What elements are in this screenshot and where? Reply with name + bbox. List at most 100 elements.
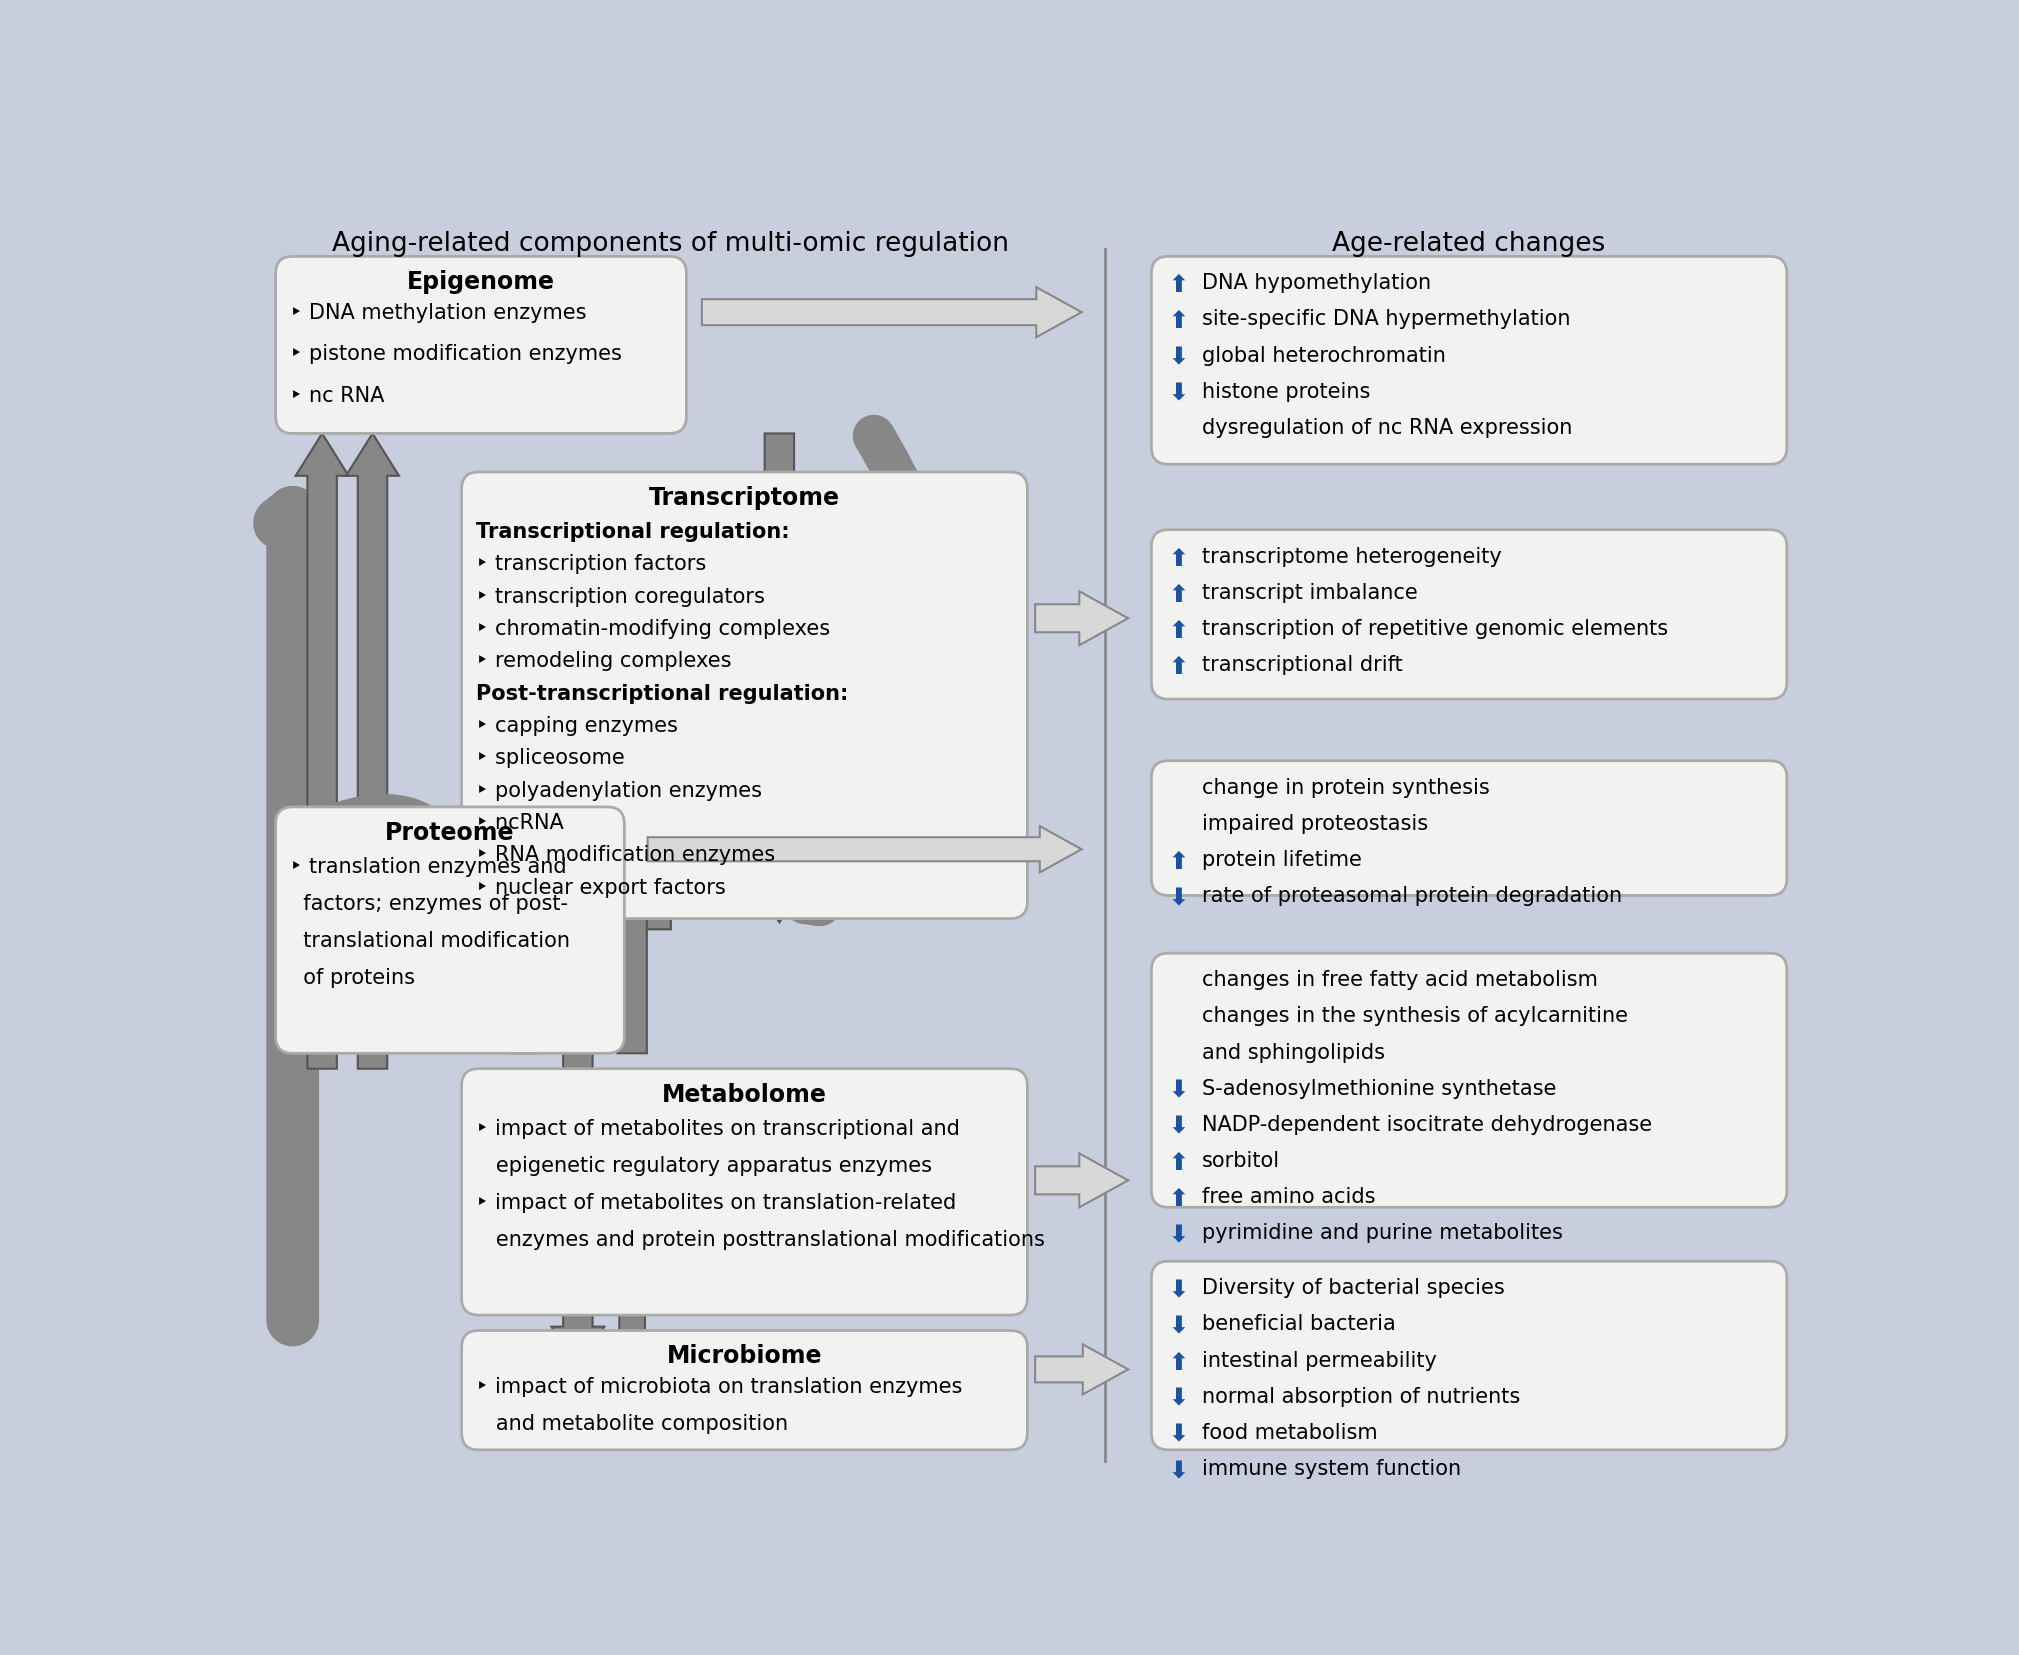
Text: Transcriptional regulation:: Transcriptional regulation:	[476, 521, 789, 541]
Text: Epigenome: Epigenome	[408, 270, 555, 295]
FancyBboxPatch shape	[277, 808, 624, 1053]
Text: ‣ ncRNA: ‣ ncRNA	[476, 813, 563, 832]
Text: food metabolism: food metabolism	[1201, 1423, 1377, 1443]
Text: transcriptome heterogeneity: transcriptome heterogeneity	[1201, 546, 1502, 566]
Text: S-adenosylmethionine synthetase: S-adenosylmethionine synthetase	[1201, 1079, 1557, 1099]
Polygon shape	[703, 288, 1082, 338]
Text: ‣ remodeling complexes: ‣ remodeling complexes	[476, 652, 731, 672]
Text: normal absorption of nutrients: normal absorption of nutrients	[1201, 1387, 1520, 1407]
Text: free amino acids: free amino acids	[1201, 1187, 1375, 1206]
Text: ⬆: ⬆	[1169, 309, 1187, 333]
Text: ⬇: ⬇	[1169, 1115, 1187, 1139]
Polygon shape	[1036, 1154, 1129, 1206]
Text: immune system function: immune system function	[1201, 1460, 1462, 1480]
FancyBboxPatch shape	[1151, 1261, 1787, 1450]
Text: changes in the synthesis of acylcarnitine: changes in the synthesis of acylcarnitin…	[1201, 1006, 1627, 1026]
FancyBboxPatch shape	[462, 1331, 1028, 1450]
Polygon shape	[551, 1053, 604, 1115]
Text: of proteins: of proteins	[289, 968, 414, 988]
Text: ‣ translation enzymes and: ‣ translation enzymes and	[289, 857, 565, 877]
Text: Transcriptome: Transcriptome	[648, 487, 840, 510]
Polygon shape	[462, 842, 670, 895]
Text: ‣ chromatin-modifying complexes: ‣ chromatin-modifying complexes	[476, 619, 830, 639]
Text: ⬆: ⬆	[1169, 1350, 1187, 1375]
Text: ⬆: ⬆	[1169, 619, 1187, 644]
Text: ⬆: ⬆	[1169, 583, 1187, 607]
Text: impaired proteostasis: impaired proteostasis	[1201, 814, 1427, 834]
Text: ‣ pistone modification enzymes: ‣ pistone modification enzymes	[289, 344, 622, 364]
FancyBboxPatch shape	[1151, 761, 1787, 895]
Text: ‣ spliceosome: ‣ spliceosome	[476, 748, 624, 768]
Text: ⬆: ⬆	[1169, 655, 1187, 679]
Text: histone proteins: histone proteins	[1201, 382, 1371, 402]
Text: enzymes and protein posttranslational modifications: enzymes and protein posttranslational mo…	[476, 1230, 1044, 1250]
Text: ⬇: ⬇	[1169, 1079, 1187, 1102]
Text: ‣ DNA methylation enzymes: ‣ DNA methylation enzymes	[289, 303, 586, 323]
Text: Microbiome: Microbiome	[666, 1344, 822, 1369]
Text: ‣ nuclear export factors: ‣ nuclear export factors	[476, 877, 725, 897]
Text: factors; enzymes of post-: factors; enzymes of post-	[289, 894, 567, 914]
Text: Age-related changes: Age-related changes	[1333, 232, 1605, 257]
Text: and metabolite composition: and metabolite composition	[476, 1413, 787, 1433]
Text: ‣ nc RNA: ‣ nc RNA	[289, 386, 384, 405]
Text: ⬇: ⬇	[1169, 346, 1187, 369]
Text: ⬇: ⬇	[1169, 1387, 1187, 1410]
Text: change in protein synthesis: change in protein synthesis	[1201, 778, 1490, 798]
Text: ⬆: ⬆	[1169, 273, 1187, 298]
Polygon shape	[1036, 1344, 1129, 1395]
Text: transcript imbalance: transcript imbalance	[1201, 583, 1417, 602]
FancyBboxPatch shape	[1151, 530, 1787, 698]
Text: Diversity of bacterial species: Diversity of bacterial species	[1201, 1278, 1504, 1298]
Polygon shape	[497, 784, 549, 1053]
Text: ⬇: ⬇	[1169, 382, 1187, 405]
FancyBboxPatch shape	[462, 1069, 1028, 1316]
Polygon shape	[295, 434, 349, 1069]
FancyBboxPatch shape	[462, 472, 1028, 919]
Polygon shape	[551, 1316, 604, 1369]
Text: Metabolome: Metabolome	[662, 1082, 828, 1107]
Text: ⬆: ⬆	[1169, 851, 1187, 874]
Text: protein lifetime: protein lifetime	[1201, 851, 1361, 871]
Text: ⬆: ⬆	[1169, 1187, 1187, 1211]
Text: ⬇: ⬇	[1169, 1460, 1187, 1483]
Text: ‣ impact of metabolites on transcriptional and: ‣ impact of metabolites on transcription…	[476, 1119, 959, 1139]
FancyBboxPatch shape	[1151, 257, 1787, 465]
Polygon shape	[1036, 591, 1129, 645]
Text: rate of proteasomal protein degradation: rate of proteasomal protein degradation	[1201, 885, 1621, 907]
FancyBboxPatch shape	[277, 257, 686, 434]
Text: transcriptional drift: transcriptional drift	[1201, 655, 1403, 675]
Text: ⬇: ⬇	[1169, 1278, 1187, 1302]
Text: ⬇: ⬇	[1169, 1223, 1187, 1248]
Text: ⬇: ⬇	[1169, 1314, 1187, 1339]
Text: ⬇: ⬇	[1169, 885, 1187, 910]
Text: dysregulation of nc RNA expression: dysregulation of nc RNA expression	[1201, 419, 1573, 439]
Text: ‣ impact of microbiota on translation enzymes: ‣ impact of microbiota on translation en…	[476, 1377, 961, 1397]
Text: epigenetic regulatory apparatus enzymes: epigenetic regulatory apparatus enzymes	[476, 1155, 931, 1175]
Polygon shape	[648, 826, 1082, 872]
Polygon shape	[606, 808, 658, 1053]
Text: ‣ transcription coregulators: ‣ transcription coregulators	[476, 586, 765, 607]
Text: beneficial bacteria: beneficial bacteria	[1201, 1314, 1395, 1334]
Text: global heterochromatin: global heterochromatin	[1201, 346, 1446, 366]
Text: pyrimidine and purine metabolites: pyrimidine and purine metabolites	[1201, 1223, 1563, 1243]
Text: Aging-related components of multi-omic regulation: Aging-related components of multi-omic r…	[333, 232, 1009, 257]
Text: NADP-dependent isocitrate dehydrogenase: NADP-dependent isocitrate dehydrogenase	[1201, 1115, 1652, 1135]
Polygon shape	[462, 889, 670, 942]
Text: site-specific DNA hypermethylation: site-specific DNA hypermethylation	[1201, 309, 1571, 329]
Polygon shape	[753, 434, 806, 922]
Text: and sphingolipids: and sphingolipids	[1201, 1043, 1385, 1063]
Text: ‣ polyadenylation enzymes: ‣ polyadenylation enzymes	[476, 781, 761, 801]
Text: transcription of repetitive genomic elements: transcription of repetitive genomic elem…	[1201, 619, 1668, 639]
Text: ‣ impact of metabolites on translation-related: ‣ impact of metabolites on translation-r…	[476, 1193, 955, 1213]
Text: ‣ transcription factors: ‣ transcription factors	[476, 554, 707, 574]
Text: Post-transcriptional regulation:: Post-transcriptional regulation:	[476, 684, 848, 703]
Polygon shape	[610, 1316, 654, 1365]
FancyBboxPatch shape	[1151, 953, 1787, 1206]
Text: ‣ RNA modification enzymes: ‣ RNA modification enzymes	[476, 846, 775, 866]
Text: changes in free fatty acid metabolism: changes in free fatty acid metabolism	[1201, 970, 1597, 990]
Text: DNA hypomethylation: DNA hypomethylation	[1201, 273, 1431, 293]
Text: translational modification: translational modification	[289, 930, 569, 952]
Text: ⬆: ⬆	[1169, 546, 1187, 571]
Text: ⬇: ⬇	[1169, 1423, 1187, 1446]
Polygon shape	[345, 434, 400, 1069]
